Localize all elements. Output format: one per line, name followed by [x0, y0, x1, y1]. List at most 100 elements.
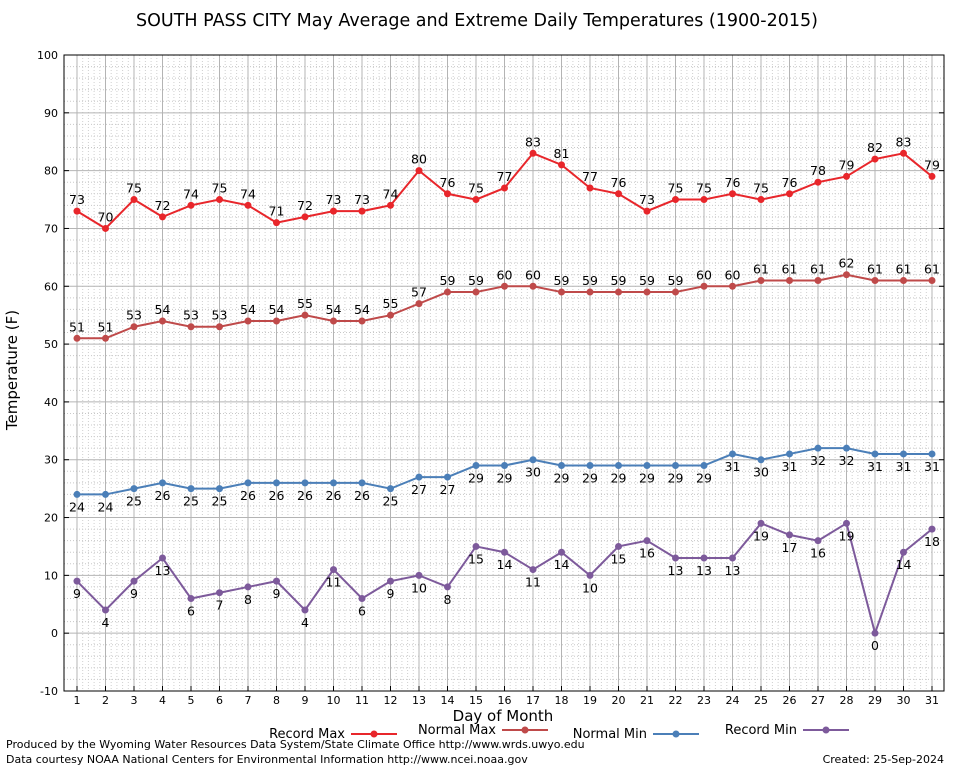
data-label: 57 [411, 285, 427, 300]
data-point [672, 554, 679, 562]
x-tick-label: 19 [583, 694, 597, 707]
data-point [700, 282, 708, 290]
x-tick-label: 7 [245, 694, 252, 707]
data-point [244, 317, 252, 325]
data-point [358, 207, 366, 215]
data-label: 60 [497, 267, 513, 282]
data-label: 51 [98, 319, 114, 334]
data-label: 59 [639, 273, 655, 288]
footer-data-courtesy: Data courtesy NOAA National Centers for … [6, 753, 528, 766]
data-label: 10 [411, 580, 427, 595]
data-point [672, 196, 679, 204]
y-tick-label: 70 [44, 222, 58, 235]
x-tick-label: 11 [355, 694, 369, 707]
data-point [159, 213, 166, 221]
y-tick-label: 100 [37, 49, 58, 62]
data-point [216, 485, 223, 493]
series-record-min: 9 4 9 13 6 7 8 9 4 11 6 9 10 8 15 14 11 14 10 15 16 13 13 13 19 1… [73, 519, 940, 653]
data-point [387, 311, 394, 319]
x-tick-label: 22 [669, 694, 683, 707]
data-point [814, 444, 822, 452]
data-label: 27 [440, 482, 456, 497]
x-tick-label: 14 [441, 694, 455, 707]
data-point [130, 196, 138, 204]
data-label: 14 [497, 557, 513, 572]
data-label: 61 [896, 261, 912, 276]
data-label: 6 [187, 603, 195, 618]
x-tick-label: 1 [74, 694, 81, 707]
y-tick-label: 50 [44, 338, 58, 351]
footer-produced-by: Produced by the Wyoming Water Resources … [6, 738, 585, 751]
legend: Record Max Normal Max Normal Min Record Min [269, 723, 849, 742]
chart-title: SOUTH PASS CITY May Average and Extreme … [136, 11, 818, 31]
x-tick-label: 17 [526, 694, 540, 707]
data-point [358, 594, 366, 602]
data-point [501, 282, 508, 290]
data-point [871, 450, 879, 458]
data-label: 27 [411, 482, 427, 497]
grid [64, 54, 944, 692]
data-label: 54 [240, 302, 256, 317]
data-label: 11 [525, 575, 541, 590]
data-label: 26 [269, 488, 285, 503]
data-point [102, 490, 109, 498]
data-label: 70 [98, 209, 114, 224]
data-label: 61 [753, 261, 769, 276]
data-point [244, 479, 252, 487]
data-label: 76 [725, 175, 741, 190]
data-point [786, 450, 793, 458]
data-point [843, 271, 850, 279]
data-point [814, 537, 822, 545]
data-label: 13 [155, 563, 171, 578]
data-label: 13 [725, 563, 741, 578]
data-label: 53 [183, 308, 199, 323]
data-point [786, 190, 793, 198]
data-label: 55 [383, 296, 399, 311]
data-label: 54 [269, 302, 285, 317]
y-tick-label: 90 [44, 107, 58, 120]
data-label: 16 [810, 546, 826, 561]
data-point [244, 201, 252, 209]
data-label: 25 [183, 494, 199, 509]
data-point [501, 184, 508, 192]
x-axis-ticks: 1 2 3 4 5 6 7 8 9 10 11 12 13 14 15 16 17 18 19 20 21 22 23 24 2… [74, 686, 939, 707]
data-point [814, 178, 822, 186]
data-point [472, 288, 480, 296]
data-label: 26 [326, 488, 342, 503]
data-label: 77 [582, 169, 598, 184]
data-label: 83 [896, 134, 912, 149]
data-label: 77 [497, 169, 513, 184]
data-point [415, 300, 423, 308]
data-label: 14 [554, 557, 570, 572]
data-label: 73 [354, 192, 370, 207]
data-point [358, 317, 366, 325]
data-label: 72 [297, 198, 313, 213]
data-label: 59 [440, 273, 456, 288]
data-point [301, 311, 309, 319]
data-point [786, 276, 793, 284]
x-tick-label: 9 [302, 694, 309, 707]
data-point [301, 213, 309, 221]
x-tick-label: 30 [897, 694, 911, 707]
data-label: 76 [440, 175, 456, 190]
footer-created: Created: 25-Sep-2024 [823, 753, 944, 766]
data-point [558, 288, 565, 296]
data-label: 25 [383, 494, 399, 509]
data-point [330, 566, 337, 574]
data-point [501, 548, 508, 556]
data-label: 9 [73, 586, 81, 601]
data-label: 75 [126, 181, 142, 196]
data-label: 26 [155, 488, 171, 503]
y-tick-label: 60 [44, 280, 58, 293]
data-point [672, 462, 679, 470]
data-point [216, 323, 223, 331]
data-label: 59 [468, 273, 484, 288]
data-label: 9 [273, 586, 281, 601]
data-label: 25 [126, 494, 142, 509]
data-point [415, 571, 423, 579]
data-point [700, 462, 708, 470]
data-label: 29 [696, 471, 712, 486]
series-record-max: 73 70 75 72 74 75 74 71 72 73 73 74 80 76 75 77 83 81 77 76… [69, 134, 940, 232]
